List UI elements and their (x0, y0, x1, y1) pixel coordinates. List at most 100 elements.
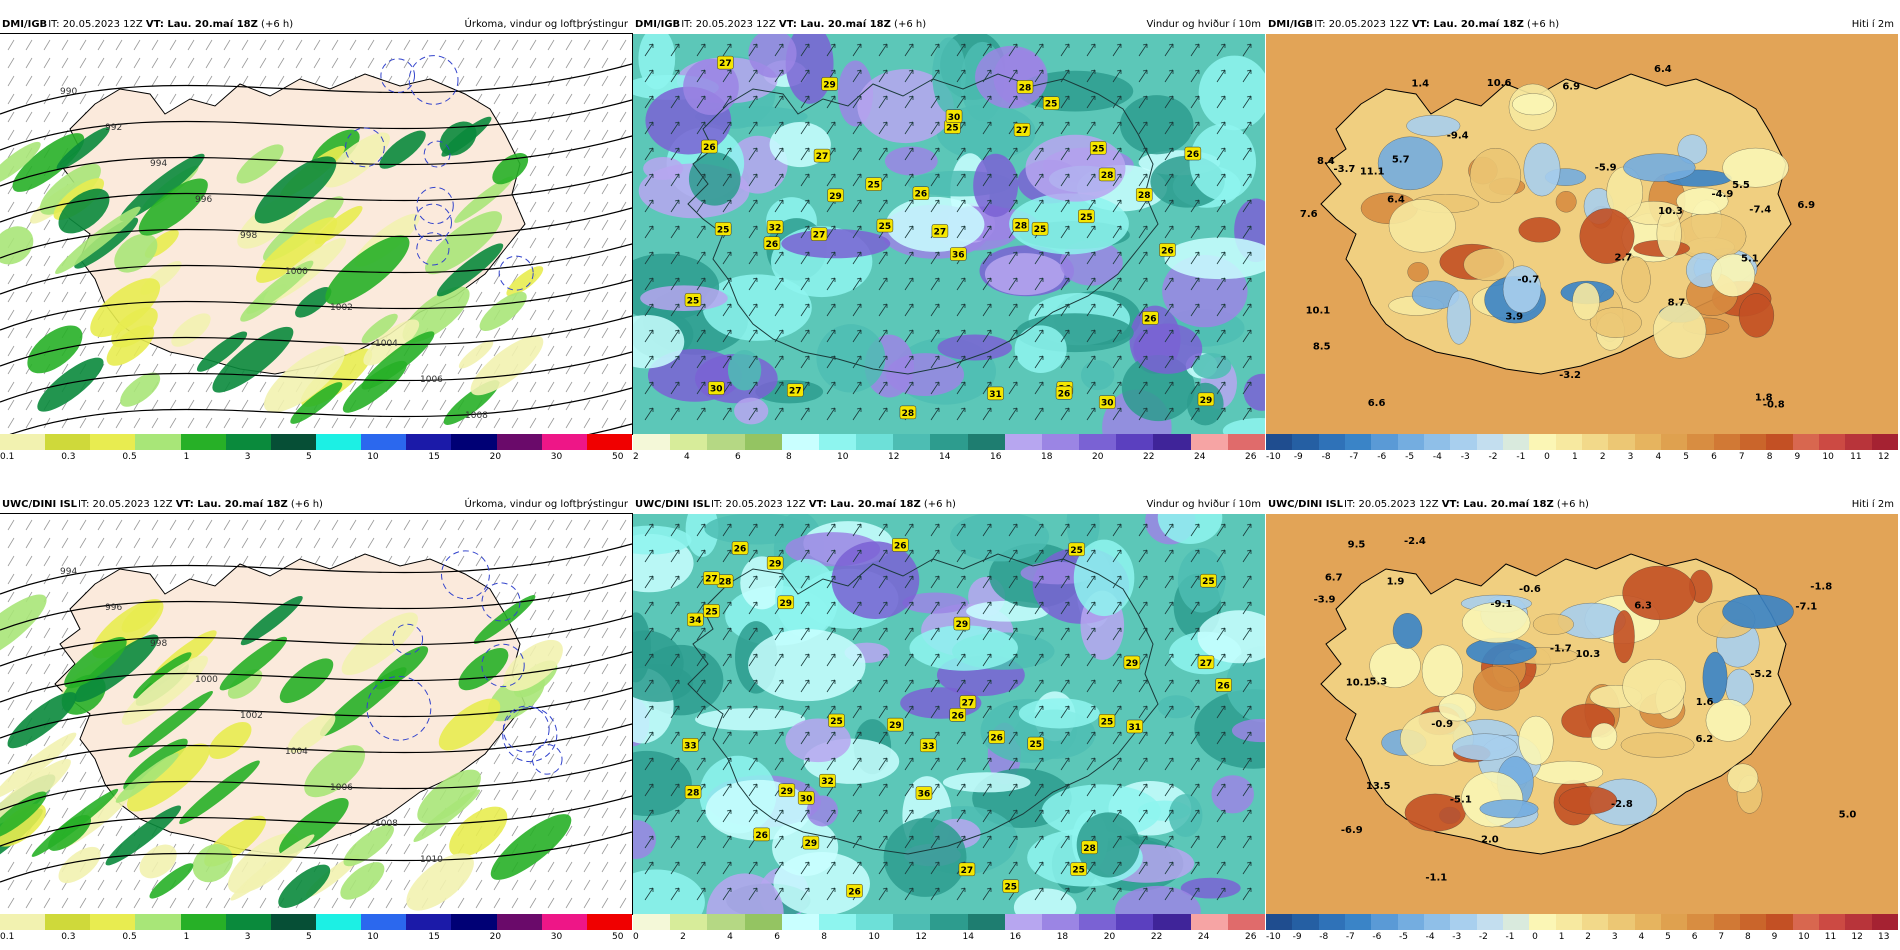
wind-barb (61, 627, 69, 639)
wind-barb (565, 861, 573, 873)
wind-arrow (696, 381, 706, 395)
gust-label: 26 (846, 884, 863, 898)
wind-arrow (878, 381, 888, 395)
wind-arrow (748, 381, 758, 395)
wind-arrow (1138, 147, 1148, 161)
wind-arrow (956, 43, 966, 57)
gust-label: 32 (819, 773, 836, 788)
wind-barb (7, 663, 15, 675)
wind-arrow (1034, 43, 1044, 57)
gust-label: 25 (876, 218, 894, 233)
wind-barb (493, 75, 501, 87)
scale-swatch (270, 914, 317, 930)
wind-arrow (904, 329, 914, 343)
wind-speed-area (1009, 193, 1129, 255)
wind-arrow (904, 277, 914, 291)
isobar-label: 1002 (330, 303, 353, 313)
wind-barb (475, 861, 483, 873)
wind-barb (61, 111, 69, 123)
wind-barb (601, 573, 609, 585)
dashed-contour (423, 140, 451, 168)
wind-barb (583, 255, 591, 267)
wind-barb (493, 327, 501, 339)
wind-arrow (1112, 575, 1122, 589)
svg-text:29: 29 (1200, 396, 1213, 406)
wind-barb (601, 201, 609, 213)
wind-arrow (1086, 653, 1096, 667)
gust-label: 26 (731, 541, 749, 555)
wind-arrow (1086, 679, 1096, 693)
scale-swatch (90, 914, 136, 930)
svg-text:29: 29 (889, 721, 902, 731)
wind-barb (403, 57, 411, 69)
wind-arrow (1164, 329, 1174, 343)
temperature-area (1558, 786, 1618, 815)
precip-area (503, 639, 563, 692)
precip-area (295, 287, 332, 318)
wind-arrow (1242, 251, 1252, 265)
wind-speed-area (1119, 95, 1194, 155)
wind-arrow (1242, 277, 1252, 291)
wind-barb (439, 381, 447, 393)
wind-barb (493, 417, 501, 429)
gust-label: 30 (708, 381, 725, 395)
scale-swatch (1661, 914, 1688, 930)
wind-barb (511, 327, 519, 339)
wind-barb (79, 897, 87, 909)
wind-arrow (1086, 731, 1096, 745)
wind-barb (7, 327, 15, 339)
temperature-area (1523, 142, 1561, 197)
svg-text:26: 26 (894, 541, 907, 551)
wind-arrow (930, 861, 940, 875)
wind-arrow (1190, 601, 1200, 615)
wind-arrow (1008, 199, 1018, 213)
wind-arrow (696, 679, 706, 693)
wind-barb (565, 519, 573, 531)
precip-area (138, 178, 208, 236)
svg-text:25: 25 (1030, 740, 1043, 750)
wind-arrow (696, 835, 706, 849)
wind-barb (133, 879, 141, 891)
wind-arrow (1034, 407, 1044, 421)
wind-barb (97, 879, 105, 891)
wind-barb (619, 75, 627, 87)
wind-barb (583, 183, 591, 195)
temperature-label: 6.9 (1562, 82, 1580, 93)
wind-barb (583, 237, 591, 249)
dashed-contour (416, 232, 450, 266)
wind-arrow (852, 95, 862, 109)
wind-barb (565, 381, 573, 393)
wind-arrow (1164, 705, 1174, 719)
wind-arrow (982, 381, 992, 395)
wind-barb (493, 753, 501, 765)
gust-label: 25 (1070, 862, 1087, 876)
wind-arrow (1086, 277, 1096, 291)
scale-swatch (1503, 434, 1530, 450)
forecast-offset: (+6 h) (890, 19, 927, 30)
wind-barb (421, 789, 429, 801)
gust-label: 25 (1098, 714, 1116, 728)
wind-arrow (1086, 705, 1096, 719)
wind-arrow (852, 653, 862, 667)
precip-area (58, 846, 101, 884)
wind-barb (277, 519, 285, 531)
wind-arrow (670, 575, 680, 589)
wind-arrow (774, 303, 784, 317)
wind-barb (151, 363, 159, 375)
wind-arrow (1138, 95, 1148, 109)
gust-label: 27 (1197, 655, 1215, 670)
wind-arrow (696, 225, 706, 239)
scale-tick-label: 12 (1851, 932, 1863, 942)
wind-barb (79, 57, 87, 69)
wind-arrow (1034, 757, 1044, 771)
wind-arrow (904, 381, 914, 395)
wind-barb (619, 519, 627, 531)
wind-barb (187, 519, 195, 531)
scale-tick-label: -1 (1505, 932, 1515, 942)
wind-barb (25, 129, 33, 141)
wind-barb (493, 771, 501, 783)
wind-barb (7, 399, 15, 411)
scale-tick-label: 8 (1744, 932, 1751, 942)
wind-arrow (722, 549, 732, 563)
wind-barb (493, 555, 501, 567)
